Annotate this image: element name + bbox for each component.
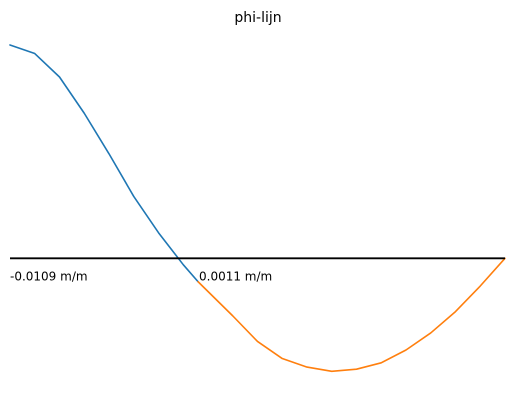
plot-area: -0.0109 m/m 0.0011 m/m <box>9 44 506 373</box>
chart-title: phi-lijn <box>234 10 281 26</box>
series-line-1 <box>197 257 506 373</box>
annotation-label-0: -0.0109 m/m <box>10 269 88 283</box>
annotation-label-1: 0.0011 m/m <box>199 269 272 283</box>
series-line-0 <box>9 44 199 283</box>
